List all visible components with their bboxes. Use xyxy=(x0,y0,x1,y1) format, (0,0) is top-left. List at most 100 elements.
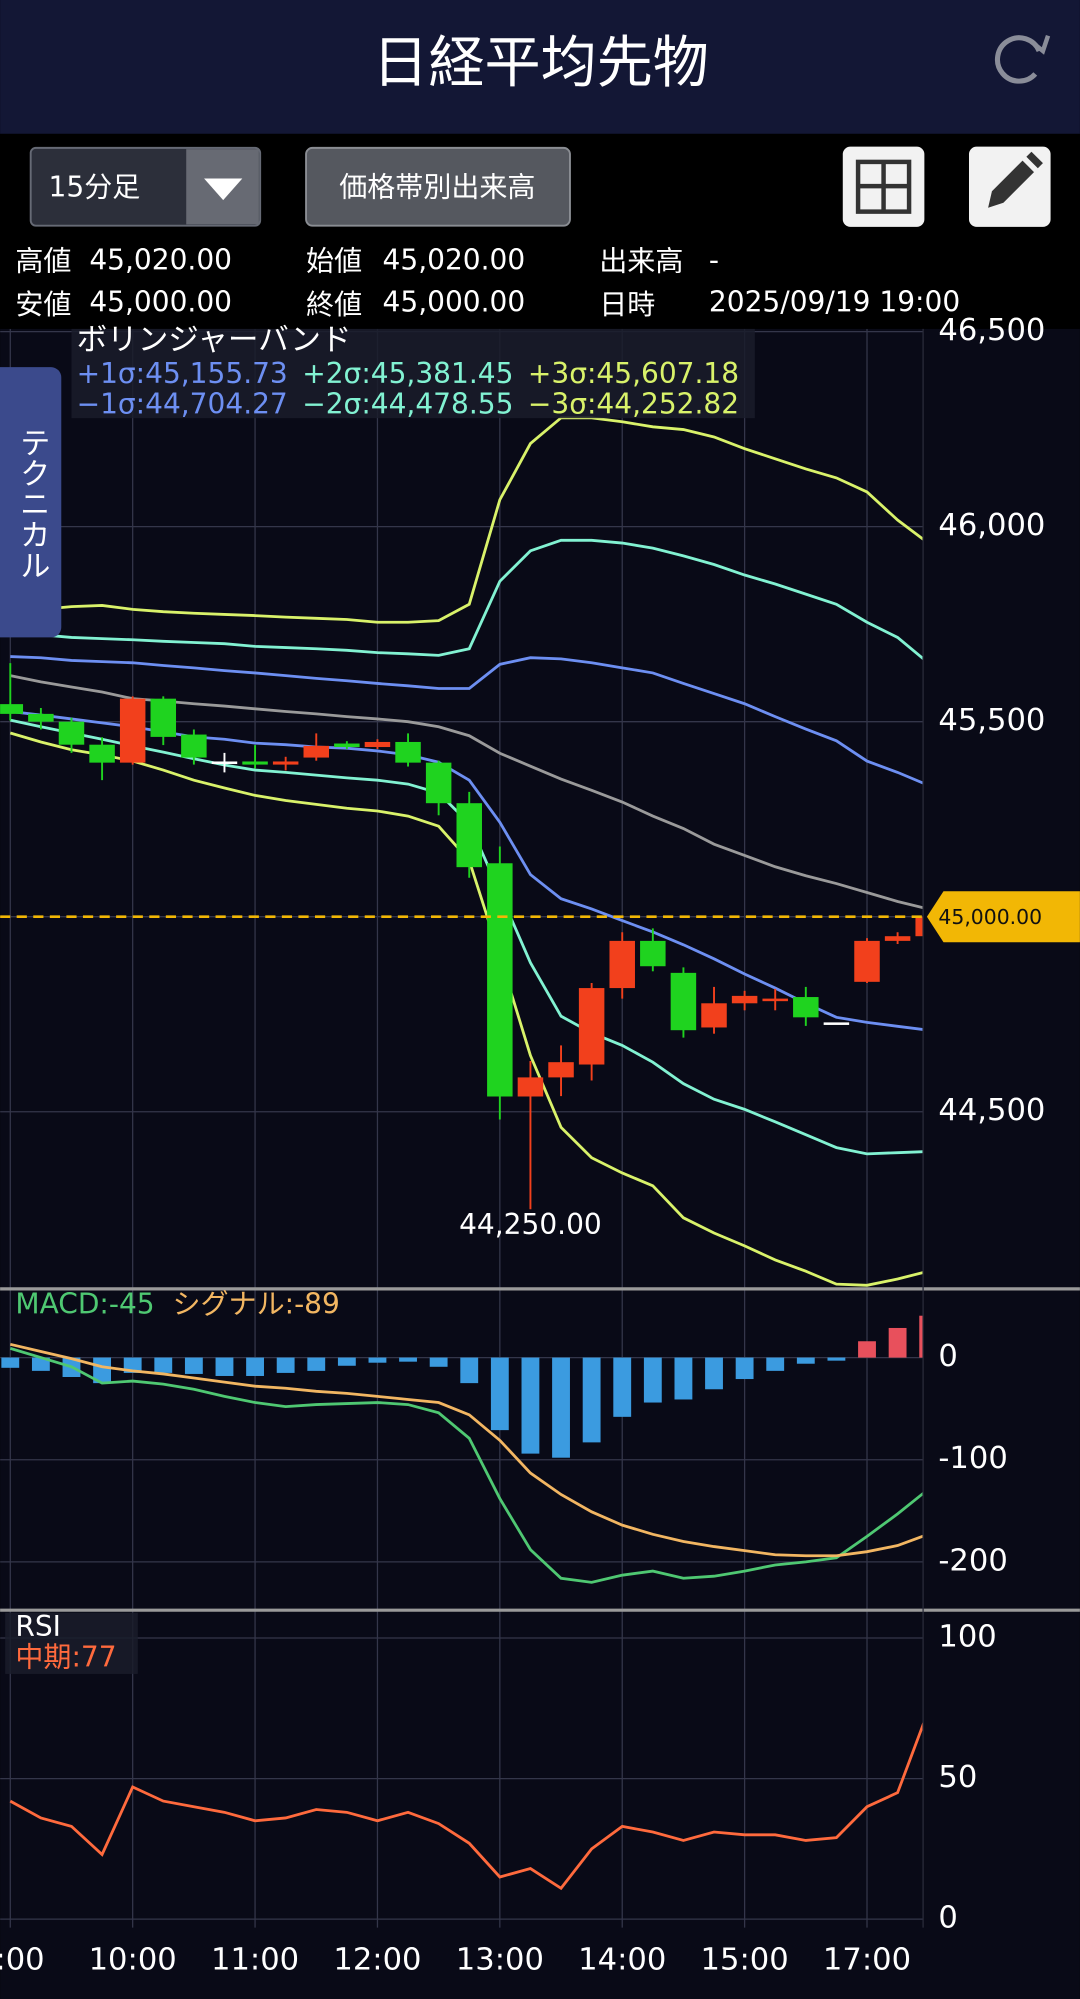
quote-label: 日時 xyxy=(599,288,655,321)
x-tick-label: 10:00 xyxy=(89,1942,177,1977)
legend-entry: +2σ:45,381.45 xyxy=(302,357,513,390)
chart-bg xyxy=(0,328,1080,1999)
header-title: 日経平均先物 xyxy=(372,31,708,96)
overlays: 45,000.00 44,250.00 ボリンジャーバンド+1σ:45,155.73… xyxy=(5,323,1080,1674)
y-tick-label: -100 xyxy=(938,1441,1007,1476)
candle-body xyxy=(548,1062,574,1078)
x-tick-label: 9:00 xyxy=(0,1942,45,1977)
macd-histogram-bar xyxy=(674,1357,693,1400)
quote-value: 2025/09/19 19:00 xyxy=(709,285,960,318)
plot-area xyxy=(0,328,924,1928)
legend-entry: +1σ:45,155.73 xyxy=(77,357,288,390)
quote-value: 45,000.00 xyxy=(89,285,232,318)
macd-histogram-bar xyxy=(307,1357,326,1371)
candle-body xyxy=(364,741,391,748)
macd-histogram-bar xyxy=(766,1357,785,1371)
macd-histogram-bar xyxy=(735,1357,754,1380)
y-tick-label: 46,000 xyxy=(938,508,1045,543)
x-tick-label: 12:00 xyxy=(333,1942,421,1977)
candle-body xyxy=(211,761,238,765)
candle-body xyxy=(242,761,268,765)
candle-body xyxy=(303,745,330,758)
x-tick-label: 15:00 xyxy=(701,1942,789,1977)
quote-label: 安値 xyxy=(15,288,71,321)
volume-profile-label: 価格帯別出来高 xyxy=(339,171,535,204)
candle-body xyxy=(884,936,911,941)
candle-body xyxy=(0,704,24,714)
macd-histogram-bar xyxy=(429,1357,448,1367)
macd-histogram-bar xyxy=(246,1357,264,1376)
y-tick-label: 0 xyxy=(938,1339,957,1374)
x-tick-label: 14:00 xyxy=(578,1942,666,1977)
layout-button[interactable] xyxy=(842,146,925,227)
indicator-line xyxy=(9,1347,924,1584)
legend-entry: −2σ:44,478.55 xyxy=(302,387,513,420)
last-price-label: 45,000.00 xyxy=(938,905,1042,929)
indicator-line xyxy=(10,538,924,661)
legend-entry: −1σ:44,704.27 xyxy=(77,387,288,420)
legend-entry: MACD:-45 xyxy=(15,1287,154,1320)
legend-entry: シグナル:-89 xyxy=(173,1287,340,1320)
macd-histogram-bar xyxy=(276,1357,295,1373)
quote-label: 高値 xyxy=(15,245,71,278)
draw-button[interactable] xyxy=(968,146,1051,227)
legend-entry: 中期:77 xyxy=(15,1641,116,1674)
interval-dropdown[interactable]: 15分足 xyxy=(29,146,262,227)
candle-body xyxy=(487,863,513,1097)
x-tick-label: 11:00 xyxy=(211,1942,299,1977)
candle-body xyxy=(793,997,819,1018)
refresh-button[interactable] xyxy=(995,34,1051,84)
volume-profile-button[interactable]: 価格帯別出来高 xyxy=(305,146,571,227)
candle-body xyxy=(425,762,452,804)
low-annotation: 44,250.00 xyxy=(459,1208,602,1241)
legend-bg xyxy=(71,328,755,419)
candle-body xyxy=(640,940,666,967)
indicator-line xyxy=(9,1342,924,1558)
macd-histogram-bar xyxy=(490,1357,509,1431)
last-price-tag xyxy=(926,891,1080,943)
quote-value: 45,020.00 xyxy=(383,243,526,276)
candle-body xyxy=(89,744,115,763)
candle-body xyxy=(731,995,758,1004)
y-tick-label: 0 xyxy=(938,1901,957,1936)
legend-entry: +3σ:45,607.18 xyxy=(528,357,739,390)
y-tick-label: 46,500 xyxy=(938,313,1045,348)
macd-histogram-bar xyxy=(858,1341,876,1358)
candle-body xyxy=(150,698,177,737)
candle-body xyxy=(578,988,605,1065)
candle-body xyxy=(181,734,207,758)
candle-body xyxy=(915,916,924,937)
macd-histogram-bar xyxy=(613,1357,632,1417)
macd-histogram-bar xyxy=(582,1357,601,1443)
macd-histogram-bar xyxy=(31,1357,50,1371)
x-tick-label: 13:00 xyxy=(456,1942,544,1977)
macd-histogram-bar xyxy=(1,1357,20,1368)
macd-histogram-bar xyxy=(460,1357,479,1384)
indicator-line xyxy=(9,1720,924,1891)
macd-histogram-bar xyxy=(552,1357,570,1458)
candle-body xyxy=(670,972,697,1031)
candle-body xyxy=(517,1077,544,1097)
macd-histogram-bar xyxy=(888,1327,907,1358)
quote-value: - xyxy=(709,243,719,276)
indicator-line xyxy=(10,416,924,624)
technical-tab-label: テクニカル xyxy=(14,427,49,580)
technical-tab[interactable]: テクニカル xyxy=(0,367,62,638)
axes: 9:00 10:00 11:00 12:00 13:00 14:00 15:00 17:00 4… xyxy=(0,313,1080,1977)
candle-body xyxy=(395,741,421,763)
x-tick-label: 17:00 xyxy=(823,1942,911,1977)
quote-label: 出来高 xyxy=(599,245,683,278)
macd-histogram-bar xyxy=(154,1357,173,1373)
y-tick-label: -200 xyxy=(938,1543,1007,1578)
legend-bg xyxy=(5,1612,138,1674)
y-tick-label: 45,500 xyxy=(938,703,1045,738)
legend-title: ボリンジャーバンド xyxy=(77,323,352,358)
macd-histogram-bar xyxy=(827,1357,846,1361)
quote-info: 高値 45,020.00 始値 45,020.00 出来高 - 安値 45,00… xyxy=(15,243,960,321)
candle-body xyxy=(272,761,299,765)
macd-histogram-bar xyxy=(521,1357,540,1454)
macd-histogram-bar xyxy=(93,1357,112,1384)
macd-histogram-bar xyxy=(368,1357,387,1363)
macd-histogram-bar xyxy=(796,1357,815,1364)
